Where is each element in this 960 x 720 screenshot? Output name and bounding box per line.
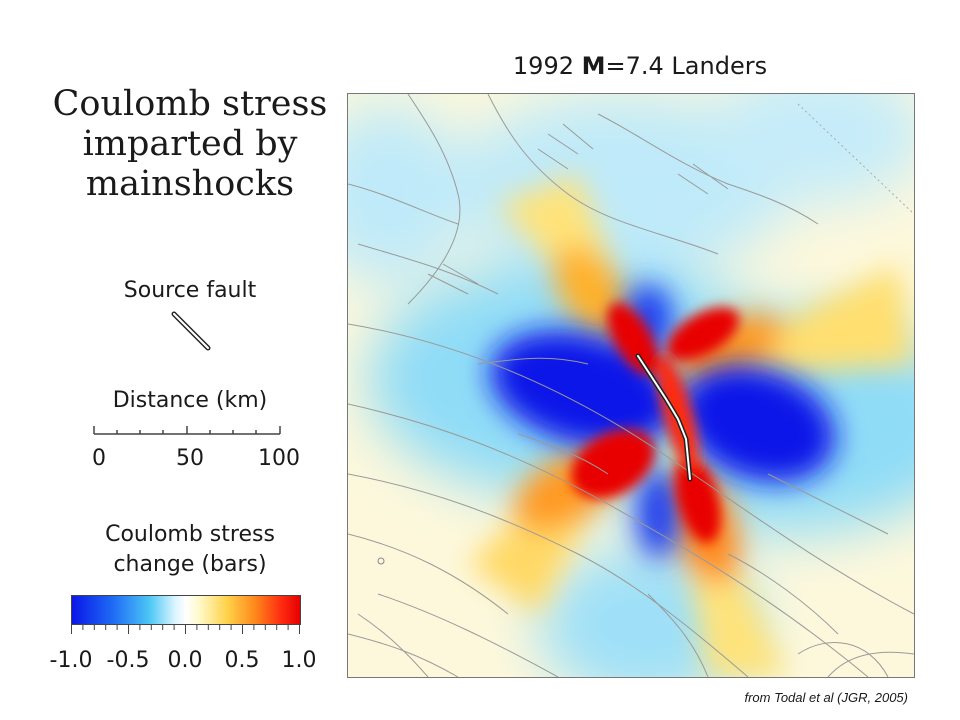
stress-map-canvas xyxy=(348,94,914,677)
source-caption: from Todal et al (JGR, 2005) xyxy=(744,690,908,705)
colorbar-tick-neg1: -1.0 xyxy=(49,648,93,673)
stress-map xyxy=(347,93,915,678)
distance-tick-50: 50 xyxy=(176,446,204,471)
regional-fault-traces xyxy=(348,94,914,677)
stress-legend-label-line-1: Coulomb stress xyxy=(105,522,275,547)
boundary-dotted-line xyxy=(797,103,914,215)
heading-line-3: mainshocks xyxy=(85,164,295,204)
map-title-suffix: =7.4 Landers xyxy=(605,52,768,80)
map-title-prefix: 1992 xyxy=(512,52,582,80)
distance-tick-100: 100 xyxy=(258,446,300,471)
distance-label: Distance (km) xyxy=(112,388,268,413)
colorbar-tick-neg05: -0.5 xyxy=(106,648,150,673)
colorbar-tick-05: 0.5 xyxy=(224,648,260,673)
map-title-magnitude-symbol: M xyxy=(581,52,606,80)
source-fault-icon xyxy=(171,311,211,351)
distance-tick-0: 0 xyxy=(92,446,106,471)
stress-legend-label: Coulomb stress change (bars) xyxy=(70,520,310,580)
landers-rupture-trace xyxy=(635,353,693,482)
distance-scale-bar xyxy=(93,426,281,435)
colorbar-tick-0: 0.0 xyxy=(167,648,203,673)
stress-colorbar xyxy=(71,595,301,625)
map-title: 1992 M=7.4 Landers xyxy=(480,52,800,80)
colorbar-tick-1: 1.0 xyxy=(281,648,317,673)
source-fault-label: Source fault xyxy=(123,278,257,303)
panel-heading: Coulomb stress imparted by mainshocks xyxy=(40,84,340,204)
heading-line-1: Coulomb stress xyxy=(52,84,328,124)
heading-line-2: imparted by xyxy=(82,124,298,164)
colorbar-ticks xyxy=(71,624,300,634)
island-marker xyxy=(377,557,385,565)
coastline xyxy=(348,633,459,677)
stress-legend-label-line-2: change (bars) xyxy=(113,552,267,577)
